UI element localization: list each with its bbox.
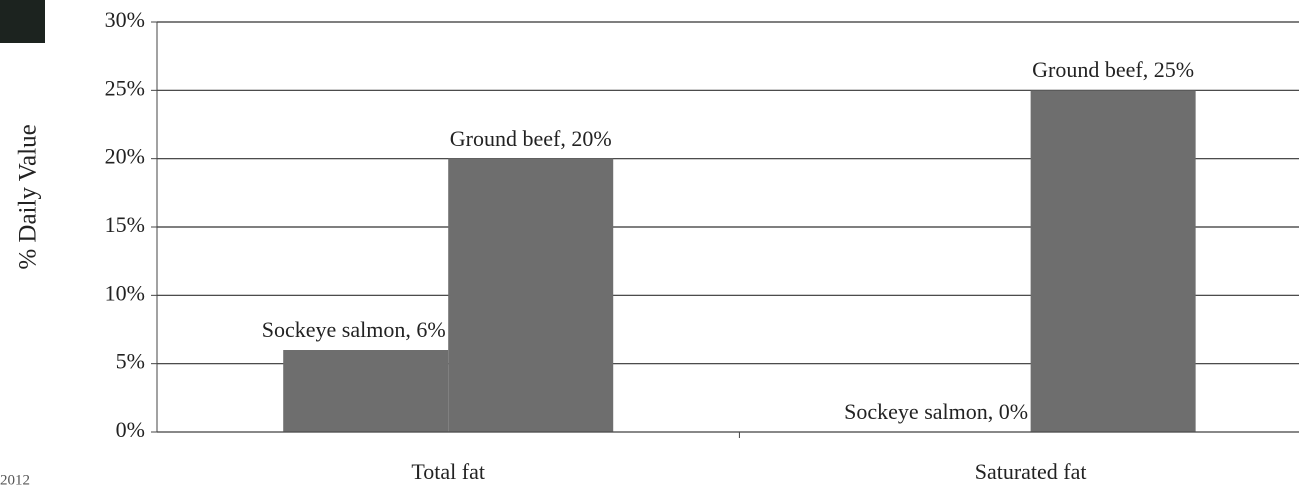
x-tick-label: Total fat [411, 459, 485, 484]
bar [1030, 90, 1196, 432]
x-tick-label: Saturated fat [975, 459, 1087, 484]
value-label: Sockeye salmon, 6% [261, 317, 446, 342]
corner-image [0, 0, 45, 43]
y-axis-label: % Daily Value [15, 124, 42, 269]
footer-text: 2012 [0, 472, 30, 488]
y-tick-label: 30% [105, 7, 145, 32]
y-tick-label: 20% [105, 144, 145, 169]
y-tick-label: 15% [105, 212, 145, 237]
value-label: Sockeye salmon, 0% [844, 399, 1029, 424]
bar [283, 350, 449, 432]
y-tick-label: 0% [116, 417, 145, 442]
value-label: Ground beef, 25% [1032, 57, 1195, 83]
y-tick-label: 10% [105, 280, 145, 305]
value-label: Ground beef, 20% [449, 125, 612, 151]
y-tick-label: 5% [116, 349, 145, 374]
y-tick-label: 25% [105, 75, 145, 100]
bar [448, 158, 614, 432]
